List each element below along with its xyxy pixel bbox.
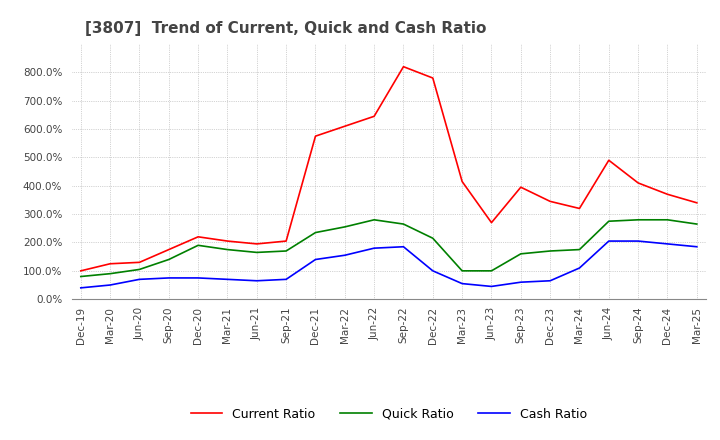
Quick Ratio: [76, 274, 85, 279]
Current Ratio: [663, 192, 672, 197]
Quick Ratio: [516, 251, 525, 257]
Quick Ratio: [487, 268, 496, 274]
Cash Ratio: [311, 257, 320, 262]
Cash Ratio: [135, 277, 144, 282]
Current Ratio: [693, 200, 701, 205]
Line: Cash Ratio: Cash Ratio: [81, 241, 697, 288]
Current Ratio: [194, 234, 202, 239]
Current Ratio: [76, 268, 85, 274]
Quick Ratio: [428, 235, 437, 241]
Quick Ratio: [634, 217, 642, 223]
Current Ratio: [135, 260, 144, 265]
Current Ratio: [311, 133, 320, 139]
Current Ratio: [370, 114, 379, 119]
Cash Ratio: [605, 238, 613, 244]
Cash Ratio: [282, 277, 290, 282]
Quick Ratio: [693, 221, 701, 227]
Cash Ratio: [164, 275, 173, 281]
Cash Ratio: [663, 241, 672, 246]
Quick Ratio: [546, 248, 554, 253]
Current Ratio: [399, 64, 408, 70]
Cash Ratio: [341, 253, 349, 258]
Current Ratio: [164, 247, 173, 252]
Quick Ratio: [223, 247, 232, 252]
Current Ratio: [253, 241, 261, 246]
Current Ratio: [223, 238, 232, 244]
Cash Ratio: [399, 244, 408, 249]
Quick Ratio: [370, 217, 379, 223]
Quick Ratio: [253, 250, 261, 255]
Quick Ratio: [663, 217, 672, 223]
Quick Ratio: [135, 267, 144, 272]
Cash Ratio: [253, 278, 261, 283]
Current Ratio: [428, 75, 437, 81]
Cash Ratio: [223, 277, 232, 282]
Current Ratio: [487, 220, 496, 225]
Quick Ratio: [164, 257, 173, 262]
Current Ratio: [605, 158, 613, 163]
Cash Ratio: [693, 244, 701, 249]
Current Ratio: [516, 184, 525, 190]
Cash Ratio: [575, 265, 584, 271]
Current Ratio: [106, 261, 114, 266]
Cash Ratio: [194, 275, 202, 281]
Quick Ratio: [341, 224, 349, 230]
Cash Ratio: [487, 284, 496, 289]
Cash Ratio: [76, 285, 85, 290]
Quick Ratio: [399, 221, 408, 227]
Cash Ratio: [106, 282, 114, 288]
Legend: Current Ratio, Quick Ratio, Cash Ratio: Current Ratio, Quick Ratio, Cash Ratio: [186, 403, 592, 425]
Quick Ratio: [106, 271, 114, 276]
Cash Ratio: [516, 279, 525, 285]
Quick Ratio: [458, 268, 467, 274]
Quick Ratio: [282, 248, 290, 253]
Text: [3807]  Trend of Current, Quick and Cash Ratio: [3807] Trend of Current, Quick and Cash …: [85, 21, 486, 36]
Cash Ratio: [428, 268, 437, 274]
Line: Current Ratio: Current Ratio: [81, 67, 697, 271]
Current Ratio: [546, 199, 554, 204]
Current Ratio: [341, 124, 349, 129]
Current Ratio: [575, 206, 584, 211]
Quick Ratio: [194, 243, 202, 248]
Cash Ratio: [370, 246, 379, 251]
Quick Ratio: [575, 247, 584, 252]
Quick Ratio: [605, 219, 613, 224]
Current Ratio: [282, 238, 290, 244]
Cash Ratio: [634, 238, 642, 244]
Cash Ratio: [458, 281, 467, 286]
Current Ratio: [458, 179, 467, 184]
Cash Ratio: [546, 278, 554, 283]
Line: Quick Ratio: Quick Ratio: [81, 220, 697, 276]
Quick Ratio: [311, 230, 320, 235]
Current Ratio: [634, 180, 642, 186]
